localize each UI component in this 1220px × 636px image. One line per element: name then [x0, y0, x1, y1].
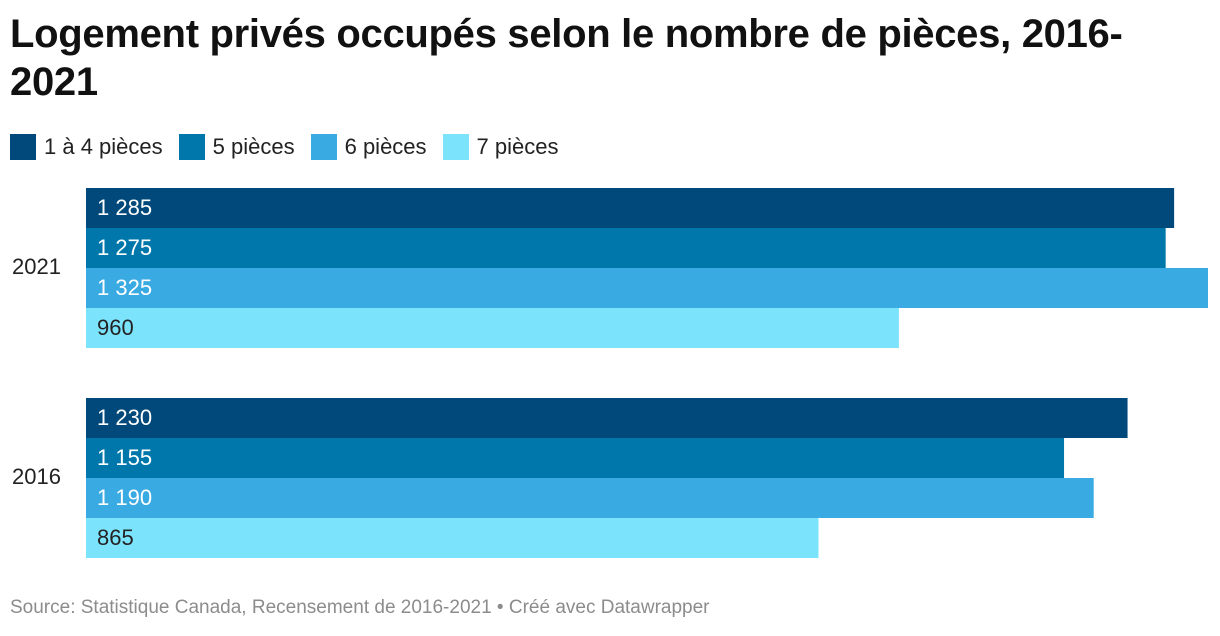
- data-label-2016-series-4: 865: [97, 525, 134, 550]
- chart-title: Logement privés occupés selon le nombre …: [10, 12, 1123, 104]
- legend-label-7-pieces: 7 pièces: [476, 134, 559, 159]
- legend-item-7-pieces: 7 pièces: [442, 134, 559, 160]
- legend-swatch-7-pieces: [442, 134, 469, 160]
- bar-2021-series-4: [86, 308, 899, 348]
- category-label-2021: 2021: [12, 254, 61, 279]
- data-label-2021-series-2: 1 275: [97, 235, 152, 260]
- legend: 1 à 4 pièces 5 pièces 6 pièces 7 pièces: [10, 131, 575, 163]
- legend-swatch-5-pieces: [178, 134, 205, 160]
- legend-item-1-4-pieces: 1 à 4 pièces: [10, 134, 163, 160]
- source-note: Source: Statistique Canada, Recensement …: [10, 597, 710, 618]
- legend-label-6-pieces: 6 pièces: [344, 134, 427, 159]
- legend-item-5-pieces: 5 pièces: [178, 134, 295, 160]
- bar-2016-series-2: [86, 438, 1065, 478]
- bar-2016-series-1: [86, 398, 1128, 438]
- bar-2016-series-3: [86, 478, 1094, 518]
- legend-item-6-pieces: 6 pièces: [310, 134, 427, 160]
- data-label-2021-series-1: 1 285: [97, 195, 152, 220]
- data-label-2021-series-3: 1 325: [97, 275, 152, 300]
- data-label-2016-series-1: 1 230: [97, 405, 152, 430]
- data-label-2016-series-3: 1 190: [97, 485, 152, 510]
- bar-2016-series-4: [86, 518, 819, 558]
- legend-swatch-1-4-pieces: [10, 134, 36, 160]
- legend-swatch-6-pieces: [310, 134, 337, 160]
- bar-2021-series-1: [86, 188, 1175, 228]
- category-label-2016: 2016: [12, 464, 61, 489]
- bar-2021-series-3: [86, 268, 1208, 308]
- bar-2021-series-2: [86, 228, 1166, 268]
- data-label-2021-series-4: 960: [97, 315, 134, 340]
- data-label-2016-series-2: 1 155: [97, 445, 152, 470]
- legend-label-5-pieces: 5 pièces: [212, 134, 295, 159]
- legend-label-1-4-pieces: 1 à 4 pièces: [44, 134, 163, 159]
